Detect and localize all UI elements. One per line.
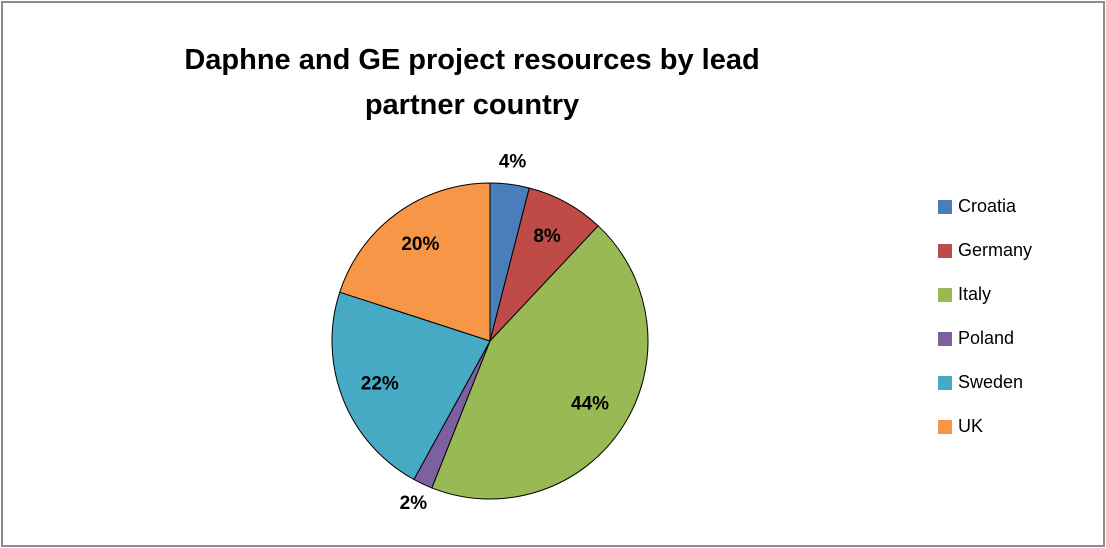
legend-label: Italy — [958, 284, 991, 304]
pie-slice — [339, 182, 491, 342]
data-label: 2% — [400, 493, 428, 514]
pie-slice — [431, 225, 649, 500]
data-label: 20% — [401, 234, 439, 255]
pie-slice — [331, 291, 491, 481]
legend-swatch — [938, 332, 952, 346]
data-label: 8% — [533, 226, 561, 247]
data-label: 22% — [361, 374, 399, 395]
legend-swatch — [938, 376, 952, 390]
legend-label: Sweden — [958, 372, 1023, 392]
data-label: 44% — [571, 394, 609, 415]
legend-swatch — [938, 244, 952, 258]
legend-swatch — [938, 420, 952, 434]
legend-label: Poland — [958, 328, 1014, 348]
legend-swatch — [938, 288, 952, 302]
legend-label: Germany — [958, 240, 1032, 260]
legend-label: Croatia — [958, 196, 1017, 216]
data-label: 4% — [499, 151, 527, 172]
legend-swatch — [938, 200, 952, 214]
legend-label: UK — [958, 416, 983, 436]
chart-title: Daphne and GE project resources by lead … — [184, 44, 760, 121]
